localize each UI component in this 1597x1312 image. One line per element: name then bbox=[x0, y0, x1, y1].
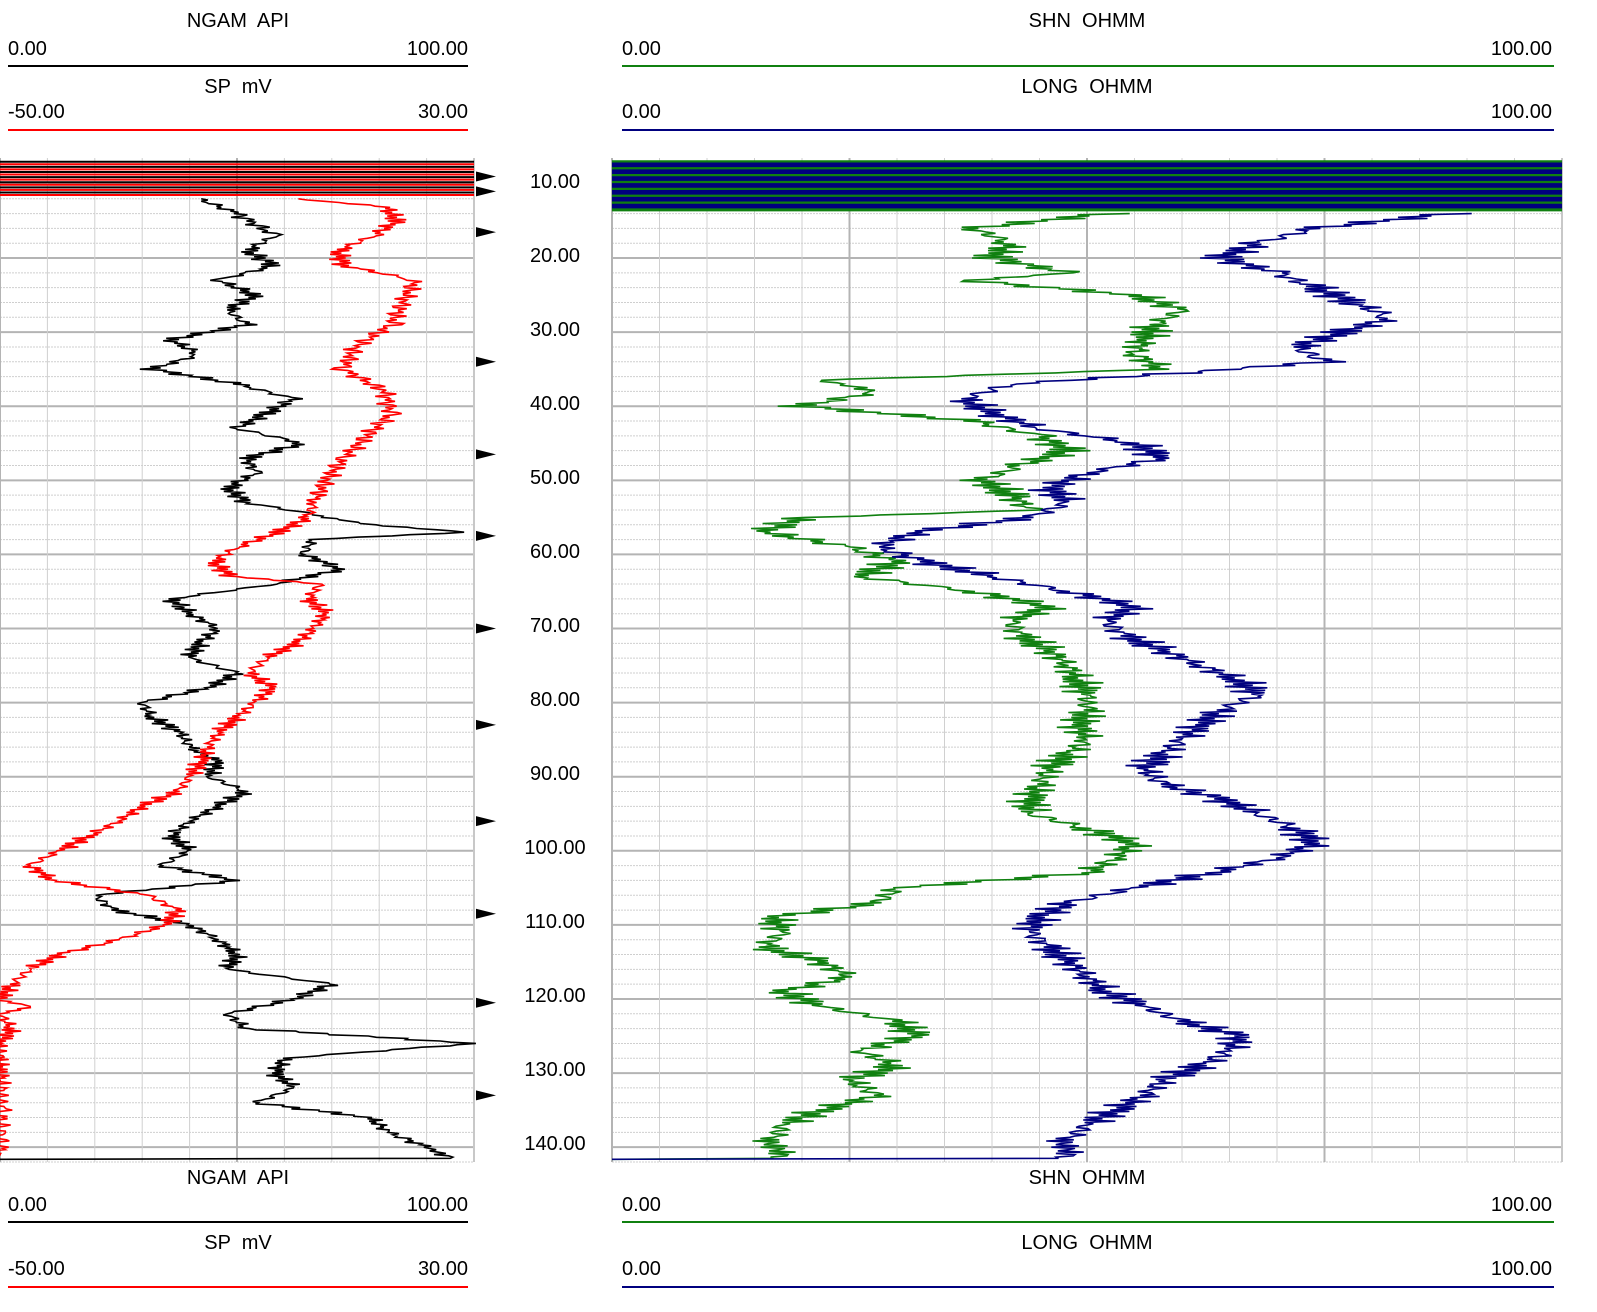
curve-name: NGAM bbox=[186, 10, 247, 32]
curve-name: LONG bbox=[1021, 76, 1079, 98]
depth-marker-triangle bbox=[476, 186, 496, 197]
depth-label: 130.00 bbox=[524, 1059, 586, 1081]
curve-unit: OHMM bbox=[1089, 1232, 1153, 1254]
depth-label: 140.00 bbox=[524, 1133, 586, 1155]
header-scale-lines bbox=[8, 65, 1554, 1288]
depth-label: 80.00 bbox=[529, 689, 581, 711]
track1-curve2-max-bottom: 30.00 bbox=[417, 1258, 468, 1280]
track1-curve2-min-top: -50.00 bbox=[8, 101, 65, 123]
curve-unit: mV bbox=[241, 1232, 272, 1254]
track2-curve1-min-top: 0.00 bbox=[622, 38, 661, 60]
curve-name: SP bbox=[204, 76, 231, 98]
track2-curve1-title-top: SHN OHMM bbox=[622, 10, 1552, 32]
depth-marker-triangle bbox=[476, 908, 496, 919]
depth-marker-triangle bbox=[476, 171, 496, 182]
depth-marker-layer bbox=[476, 171, 496, 1101]
depth-label: 10.00 bbox=[529, 171, 581, 193]
track2-curve2-max-top: 100.00 bbox=[1490, 101, 1552, 123]
depth-marker-triangle bbox=[476, 997, 496, 1008]
curve-layer bbox=[0, 160, 1562, 1161]
curve-name: LONG bbox=[1021, 1232, 1079, 1254]
ngam-curve bbox=[0, 198, 476, 1161]
track1-curve1-max-bottom: 100.00 bbox=[406, 1194, 468, 1216]
track1-curve2-title-top: SP mV bbox=[8, 76, 468, 98]
curve-unit: OHMM bbox=[1082, 1167, 1146, 1189]
track2-curve2-title-bottom: LONG OHMM bbox=[622, 1232, 1552, 1254]
depth-marker-triangle bbox=[476, 1090, 496, 1101]
shn-curve bbox=[611, 212, 1191, 1161]
track1-curve1-min-top: 0.00 bbox=[8, 38, 47, 60]
track1-curve2-max-top: 30.00 bbox=[417, 101, 468, 123]
depth-label: 90.00 bbox=[529, 763, 581, 785]
track2-curve2-min-bottom: 0.00 bbox=[622, 1258, 661, 1280]
track2-curve1-max-bottom: 100.00 bbox=[1490, 1194, 1552, 1216]
curve-unit: mV bbox=[241, 76, 272, 98]
depth-label: 20.00 bbox=[529, 245, 581, 267]
track2-curve1-title-bottom: SHN OHMM bbox=[622, 1167, 1552, 1189]
depth-marker-triangle bbox=[476, 719, 496, 730]
curve-unit: OHMM bbox=[1082, 10, 1146, 32]
depth-label: 30.00 bbox=[529, 319, 581, 341]
track2-curve1-min-bottom: 0.00 bbox=[622, 1194, 661, 1216]
track1-curve1-min-bottom: 0.00 bbox=[8, 1194, 47, 1216]
depth-marker-triangle bbox=[476, 227, 496, 238]
track1-curve2-title-bottom: SP mV bbox=[8, 1232, 468, 1254]
track1-curve1-title-top: NGAM API bbox=[8, 10, 468, 32]
curve-name: NGAM bbox=[186, 1167, 247, 1189]
sp-curve bbox=[0, 198, 423, 1156]
curve-unit: API bbox=[256, 10, 290, 32]
curve-name: SHN bbox=[1028, 1167, 1071, 1189]
curve-unit: OHMM bbox=[1089, 76, 1153, 98]
depth-label: 70.00 bbox=[529, 615, 581, 637]
long-curve bbox=[611, 212, 1472, 1161]
curve-name: SP bbox=[204, 1232, 231, 1254]
track1-curve1-title-bottom: NGAM API bbox=[8, 1167, 468, 1189]
curve-name: SHN bbox=[1028, 10, 1071, 32]
depth-label: 40.00 bbox=[529, 393, 581, 415]
curve-unit: API bbox=[256, 1167, 290, 1189]
depth-label: 100.00 bbox=[524, 837, 586, 859]
depth-marker-triangle bbox=[476, 816, 496, 827]
depth-marker-triangle bbox=[476, 623, 496, 634]
track2-curve2-min-top: 0.00 bbox=[622, 101, 661, 123]
track2-curve1-max-top: 100.00 bbox=[1490, 38, 1552, 60]
depth-label: 120.00 bbox=[524, 985, 586, 1007]
track2-curve2-title-top: LONG OHMM bbox=[622, 76, 1552, 98]
depth-marker-triangle bbox=[476, 530, 496, 541]
track1-curve1-max-top: 100.00 bbox=[406, 38, 468, 60]
depth-label: 50.00 bbox=[529, 467, 581, 489]
depth-label: 110.00 bbox=[525, 911, 585, 933]
track2-curve2-max-bottom: 100.00 bbox=[1490, 1258, 1552, 1280]
depth-marker-triangle bbox=[476, 356, 496, 367]
track1-curve2-min-bottom: -50.00 bbox=[8, 1258, 65, 1280]
depth-marker-triangle bbox=[476, 449, 496, 460]
depth-label: 60.00 bbox=[529, 541, 581, 563]
